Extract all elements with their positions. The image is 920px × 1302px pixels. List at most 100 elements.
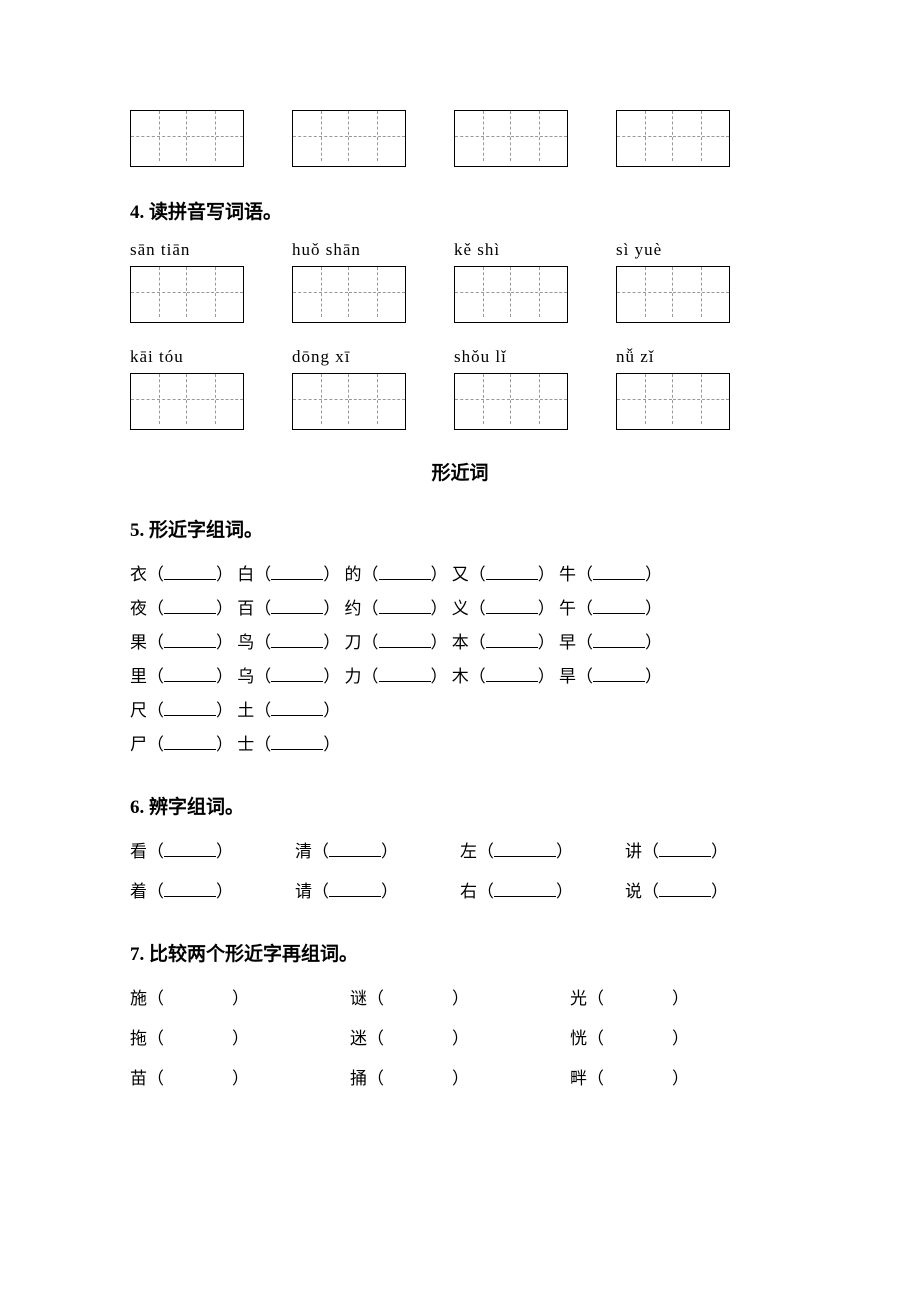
answer-blank[interactable] [329, 840, 381, 857]
close-paren: ） [323, 735, 340, 754]
tianzi-cell [293, 111, 349, 161]
q6-row: 看（）清（）左（）讲（） [130, 835, 790, 869]
answer-blank[interactable] [164, 631, 216, 648]
char-label: 谜（ [350, 989, 384, 1008]
q7-col: 施（ ） [130, 982, 350, 1016]
q7-row: 苗（）捅（）畔（） [130, 1062, 790, 1096]
answer-blank[interactable] [164, 665, 216, 682]
tianzi-cell [131, 374, 187, 424]
answer-blank[interactable] [164, 563, 216, 580]
q7-col: 光（） [570, 982, 790, 1016]
answer-blank[interactable] [593, 563, 645, 580]
answer-blank[interactable] [486, 631, 538, 648]
tianzi-cell [187, 111, 243, 161]
q6-col: 着（） [130, 875, 295, 909]
q5-line: 尺（） 土（） [130, 694, 790, 728]
q7-heading: 7. 比较两个形近字再组词。 [130, 939, 790, 966]
close-paren: ） [216, 882, 233, 901]
answer-blank[interactable] [164, 597, 216, 614]
close-paren: ） [645, 633, 662, 652]
answer-blank[interactable] [593, 665, 645, 682]
close-paren: ） [232, 1069, 249, 1088]
q5-line: 果（） 鸟（） 刀（） 本（） 早（） [130, 626, 790, 660]
q7-row: 施（ ）谜（ ） 光（） [130, 982, 790, 1016]
char-label: 苗（ [130, 1069, 164, 1088]
answer-blank[interactable] [164, 840, 216, 857]
tianzi-cell [511, 267, 567, 317]
tianzi-cell [187, 374, 243, 424]
q5-container: 衣（） 白（） 的（） 又（） 牛（） 夜（） 百（） 约（） 义（） 午（） … [130, 558, 790, 762]
tianzi-box [292, 373, 406, 430]
close-paren: ） [232, 989, 249, 1008]
answer-blank[interactable] [659, 880, 711, 897]
answer-blank[interactable] [164, 733, 216, 750]
tianzi-box [454, 373, 568, 430]
close-paren: ） [216, 633, 237, 652]
close-paren: ） [323, 701, 340, 720]
char-label: 士（ [237, 735, 271, 754]
answer-blank[interactable] [593, 631, 645, 648]
answer-blank[interactable] [164, 699, 216, 716]
answer-blank[interactable] [659, 840, 711, 857]
char-label: 说（ [625, 882, 659, 901]
tianzi-cell [349, 267, 405, 317]
close-paren: ） [216, 735, 237, 754]
q5-line: 里（） 乌（） 力（） 木（） 旱（） [130, 660, 790, 694]
close-paren: ） [323, 667, 344, 686]
char-label: 里（ [130, 667, 164, 686]
char-label: 尸（ [130, 735, 164, 754]
answer-blank[interactable] [379, 563, 431, 580]
pinyin-label: dōng xī [292, 347, 406, 367]
char-label: 早（ [559, 633, 593, 652]
tianzi-cell [293, 374, 349, 424]
answer-blank[interactable] [486, 597, 538, 614]
q7-col: 拖（） [130, 1022, 350, 1056]
char-label: 拖（ [130, 1029, 164, 1048]
pinyin-label: shǒu lǐ [454, 347, 568, 367]
answer-blank[interactable] [486, 563, 538, 580]
answer-blank[interactable] [271, 631, 323, 648]
tianzi-box [616, 373, 730, 430]
q6-col: 右（） [460, 875, 625, 909]
answer-blank[interactable] [329, 880, 381, 897]
q6-row: 着（）请（）右（）说（） [130, 875, 790, 909]
answer-blank[interactable] [271, 597, 323, 614]
answer-blank[interactable] [271, 699, 323, 716]
tianzi-cell [131, 111, 187, 161]
answer-blank[interactable] [379, 597, 431, 614]
char-label: 果（ [130, 633, 164, 652]
pinyin-label: kāi tóu [130, 347, 244, 367]
char-label: 施（ [130, 989, 164, 1008]
answer-blank[interactable] [486, 665, 538, 682]
close-paren: ） [216, 842, 233, 861]
tianzi-cell [673, 267, 729, 317]
answer-blank[interactable] [271, 733, 323, 750]
char-label: 约（ [345, 599, 379, 618]
answer-blank[interactable] [379, 631, 431, 648]
q6-col: 左（） [460, 835, 625, 869]
worksheet-page: 4. 读拼音写词语。 sān tiānhuǒ shānkě shìsì yuèk… [0, 0, 920, 1182]
q5-heading: 5. 形近字组词。 [130, 515, 790, 542]
close-paren: ） [645, 667, 662, 686]
answer-blank[interactable] [271, 563, 323, 580]
grid-row [130, 373, 790, 430]
close-paren: ） [452, 1029, 469, 1048]
tianzi-cell [617, 267, 673, 317]
tianzi-cell [349, 111, 405, 161]
tianzi-cell [131, 267, 187, 317]
answer-blank[interactable] [494, 840, 556, 857]
answer-blank[interactable] [164, 880, 216, 897]
answer-blank[interactable] [494, 880, 556, 897]
q5-line: 尸（） 士（） [130, 728, 790, 762]
answer-blank[interactable] [379, 665, 431, 682]
close-paren: ） [672, 1029, 689, 1048]
q6-container: 看（）清（）左（）讲（）着（）请（）右（）说（） [130, 835, 790, 909]
q6-heading: 6. 辨字组词。 [130, 792, 790, 819]
answer-blank[interactable] [593, 597, 645, 614]
tianzi-cell [511, 111, 567, 161]
char-label: 午（ [559, 599, 593, 618]
close-paren: ） [711, 842, 728, 861]
char-label: 又（ [452, 565, 486, 584]
answer-blank[interactable] [271, 665, 323, 682]
q5-line: 夜（） 百（） 约（） 义（） 午（） [130, 592, 790, 626]
